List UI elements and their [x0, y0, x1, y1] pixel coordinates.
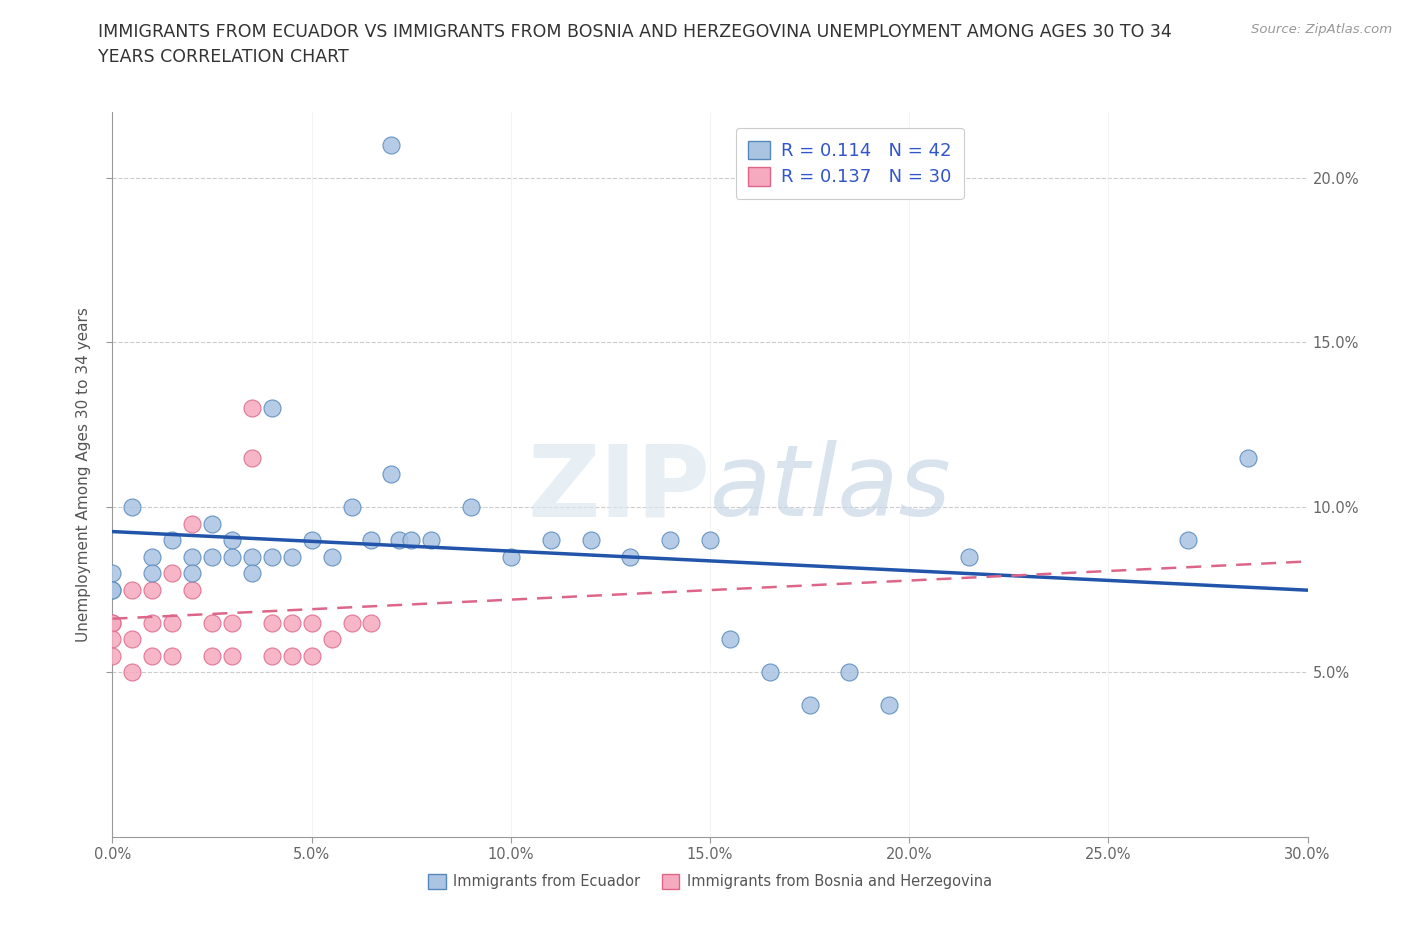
- Point: [957, 550, 980, 565]
- Text: atlas: atlas: [710, 440, 952, 538]
- Point: [420, 533, 443, 548]
- Point: [499, 550, 522, 565]
- Point: [101, 631, 124, 646]
- Point: [162, 565, 183, 580]
- Point: [162, 533, 183, 548]
- Point: [1177, 533, 1199, 548]
- Point: [659, 533, 682, 548]
- Point: [321, 631, 343, 646]
- Point: [181, 550, 204, 565]
- Point: [579, 533, 602, 548]
- Point: [101, 616, 124, 631]
- Point: [101, 582, 124, 597]
- Point: [121, 499, 143, 514]
- Legend: Immigrants from Ecuador, Immigrants from Bosnia and Herzegovina: Immigrants from Ecuador, Immigrants from…: [422, 868, 998, 895]
- Point: [799, 698, 821, 712]
- Point: [380, 467, 402, 482]
- Point: [699, 533, 721, 548]
- Point: [281, 616, 304, 631]
- Text: ZIP: ZIP: [527, 440, 710, 538]
- Point: [101, 582, 124, 597]
- Point: [240, 401, 263, 416]
- Point: [181, 582, 204, 597]
- Point: [759, 665, 782, 680]
- Point: [181, 516, 204, 531]
- Point: [201, 516, 224, 531]
- Point: [380, 137, 402, 152]
- Text: IMMIGRANTS FROM ECUADOR VS IMMIGRANTS FROM BOSNIA AND HERZEGOVINA UNEMPLOYMENT A: IMMIGRANTS FROM ECUADOR VS IMMIGRANTS FR…: [98, 23, 1173, 66]
- Point: [121, 665, 143, 680]
- Point: [360, 533, 382, 548]
- Point: [540, 533, 562, 548]
- Point: [141, 565, 163, 580]
- Point: [162, 648, 183, 663]
- Point: [281, 550, 304, 565]
- Point: [240, 450, 263, 465]
- Text: Source: ZipAtlas.com: Source: ZipAtlas.com: [1251, 23, 1392, 36]
- Point: [260, 401, 283, 416]
- Point: [260, 550, 283, 565]
- Point: [301, 648, 323, 663]
- Point: [619, 550, 641, 565]
- Point: [101, 565, 124, 580]
- Point: [141, 582, 163, 597]
- Point: [141, 616, 163, 631]
- Point: [460, 499, 482, 514]
- Point: [141, 648, 163, 663]
- Point: [401, 533, 423, 548]
- Point: [181, 565, 204, 580]
- Point: [141, 550, 163, 565]
- Point: [360, 616, 382, 631]
- Point: [838, 665, 860, 680]
- Point: [321, 550, 343, 565]
- Point: [388, 533, 411, 548]
- Point: [162, 616, 183, 631]
- Point: [240, 550, 263, 565]
- Point: [879, 698, 901, 712]
- Point: [1237, 450, 1260, 465]
- Point: [221, 533, 243, 548]
- Point: [718, 631, 741, 646]
- Point: [101, 648, 124, 663]
- Point: [201, 616, 224, 631]
- Point: [281, 648, 304, 663]
- Point: [340, 616, 363, 631]
- Point: [221, 648, 243, 663]
- Point: [201, 648, 224, 663]
- Point: [221, 550, 243, 565]
- Point: [301, 616, 323, 631]
- Point: [301, 533, 323, 548]
- Point: [201, 550, 224, 565]
- Point: [260, 648, 283, 663]
- Point: [240, 565, 263, 580]
- Point: [101, 616, 124, 631]
- Point: [340, 499, 363, 514]
- Point: [121, 582, 143, 597]
- Point: [121, 631, 143, 646]
- Point: [221, 616, 243, 631]
- Point: [260, 616, 283, 631]
- Y-axis label: Unemployment Among Ages 30 to 34 years: Unemployment Among Ages 30 to 34 years: [76, 307, 91, 642]
